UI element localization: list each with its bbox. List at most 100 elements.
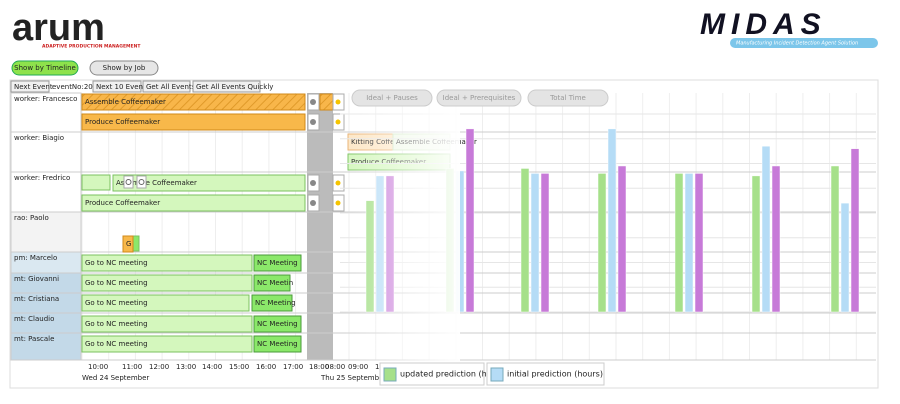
task-label: NC Meeting — [257, 259, 298, 267]
sun-icon — [335, 200, 341, 206]
moon-icon — [310, 99, 316, 105]
legend-swatch — [490, 367, 504, 382]
legend-box[interactable] — [486, 362, 605, 386]
task[interactable] — [112, 174, 306, 192]
task[interactable] — [81, 113, 306, 131]
night-band — [307, 93, 333, 360]
icon-box — [136, 175, 147, 189]
bar — [607, 128, 617, 313]
moon-icon — [310, 119, 316, 125]
task[interactable] — [253, 274, 291, 292]
bar — [540, 173, 550, 313]
toolbar-button[interactable] — [92, 80, 142, 93]
task-label: NC Meeting — [255, 299, 296, 307]
header: arum ADAPTIVE PRODUCTION MANAGEMENT MIDA… — [12, 7, 878, 50]
row-label: worker: Fredrico — [14, 174, 70, 182]
task[interactable] — [253, 254, 302, 272]
series-toggle-label: Total Time — [549, 94, 586, 102]
row-label: mt: Claudio — [14, 315, 54, 323]
task-label: Produce Coffeemaker — [85, 118, 160, 126]
task-label: Assemble Coffeemaker — [116, 179, 197, 187]
date-label: Wed 24 September — [82, 374, 149, 382]
task[interactable] — [81, 274, 253, 292]
task — [81, 174, 111, 191]
toolbar-label: Next 10 Events — [96, 83, 150, 91]
task[interactable] — [253, 335, 302, 353]
row-label: mt: Cristiana — [14, 295, 59, 303]
task[interactable] — [81, 315, 253, 333]
series-toggle[interactable] — [436, 89, 522, 107]
legend-label: initial prediction (hours) — [507, 370, 603, 379]
hour-label: 18:00 — [309, 363, 329, 371]
task[interactable] — [81, 335, 253, 353]
view-button[interactable] — [11, 60, 79, 76]
hour-label: 08:00 — [325, 363, 345, 371]
task-label: Go to NC meeting — [85, 320, 148, 328]
row-label: pm: Marcelo — [14, 254, 57, 262]
logo: arum — [12, 7, 105, 49]
task[interactable] — [81, 294, 250, 312]
bar — [830, 165, 840, 313]
bar — [617, 165, 627, 313]
toolbar-label: eventNo:204 — [52, 83, 98, 91]
row-label: worker: Biagio — [14, 134, 64, 142]
bar — [850, 148, 860, 313]
hour-label: 15:00 — [229, 363, 249, 371]
task-label: Go to NC meeting — [85, 279, 148, 287]
task[interactable] — [122, 235, 134, 253]
date-label: Thu 25 September — [320, 374, 386, 382]
toolbar-button[interactable] — [192, 80, 261, 93]
hour-label: 11:00 — [122, 363, 142, 371]
toolbar-button[interactable] — [10, 80, 50, 93]
row-label-cell — [10, 131, 82, 173]
task[interactable] — [253, 315, 302, 333]
series-toggle[interactable] — [527, 89, 609, 107]
series-toggle-label: Ideal + Prerequisites — [443, 94, 516, 102]
clock-icon — [125, 179, 132, 185]
row-label: mt: Pascale — [14, 335, 54, 343]
hour-label: 14:00 — [202, 363, 222, 371]
task[interactable] — [81, 194, 306, 212]
brand-bar — [730, 38, 878, 48]
task[interactable] — [81, 254, 253, 272]
hour-label: 13:00 — [176, 363, 196, 371]
legend-box[interactable] — [379, 362, 485, 386]
task-label: Assemble Coffeemaker — [85, 98, 166, 106]
task-label: Go to NC meeting — [85, 259, 148, 267]
row-label-cell — [10, 211, 82, 253]
task-label: Produce Coffeemaker — [85, 199, 160, 207]
row-label-cell — [10, 92, 82, 133]
task — [319, 93, 334, 111]
toolbar-label: Next Event — [14, 83, 53, 91]
bar — [530, 173, 540, 313]
task — [132, 235, 140, 252]
task-label: Go to NC meeting — [85, 340, 148, 348]
fade-overlay — [340, 82, 460, 362]
sun-icon — [335, 180, 341, 186]
task[interactable] — [81, 93, 306, 111]
toolbar-button[interactable] — [142, 80, 191, 93]
legend-swatch — [383, 367, 397, 382]
series-toggle[interactable] — [351, 89, 433, 107]
icon-box — [123, 175, 134, 189]
row-label: rao: Paolo — [14, 214, 49, 222]
task-label: NC Meeting — [257, 340, 298, 348]
view-button[interactable] — [89, 60, 159, 76]
logo-tagline: ADAPTIVE PRODUCTION MANAGEMENT — [42, 44, 141, 50]
clock-icon — [138, 179, 145, 185]
task[interactable] — [251, 294, 293, 312]
toolbar-label: Get All Events — [146, 83, 196, 91]
task-label: Go to NC meeting — [85, 299, 148, 307]
legend-label: updated prediction (hours) — [400, 370, 507, 379]
bar — [761, 145, 771, 313]
bar — [465, 128, 475, 313]
brand: MIDAS — [700, 8, 827, 41]
toolbar-label: Get All Events Quickly — [196, 83, 273, 91]
sun-icon — [335, 119, 341, 125]
row-label: worker: Francesco — [14, 95, 77, 103]
bar — [694, 173, 704, 313]
view-button-label: Show by Job — [103, 64, 146, 72]
row-label-cell — [10, 171, 82, 213]
bar — [751, 175, 761, 313]
